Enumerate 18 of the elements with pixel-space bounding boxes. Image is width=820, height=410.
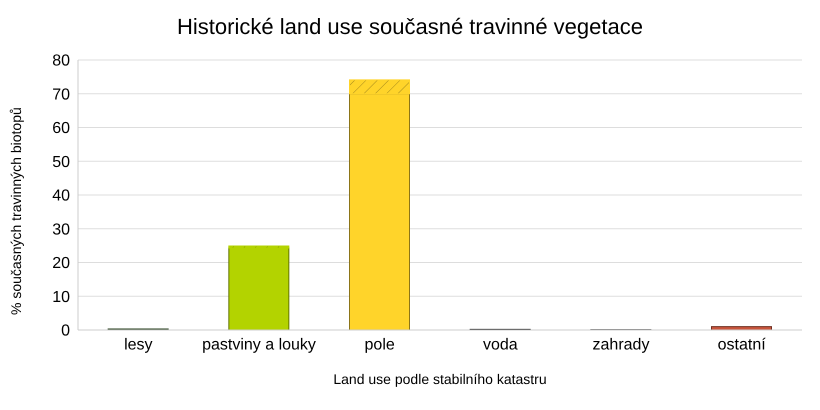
x-tick-label: ostatní	[718, 336, 766, 354]
x-tick-label: pastviny a louky	[202, 336, 316, 354]
y-tick-label: 20	[52, 255, 70, 272]
y-tick-label: 70	[52, 86, 70, 104]
y-tick-label: 10	[52, 288, 70, 306]
y-tick-label: 80	[52, 52, 70, 70]
y-tick-label: 30	[52, 221, 70, 238]
y-tick-label: 50	[52, 154, 70, 171]
chart-title: Historické land use současné travinné vegetace	[176, 14, 644, 40]
y-tick-label: 60	[52, 120, 70, 138]
x-tick-label: voda	[482, 336, 518, 354]
y-tick-label: 0	[61, 322, 70, 340]
x-axis-title: Land use podle stabilního katastru	[333, 371, 547, 387]
y-axis-title: % současných travinných biotopů	[8, 107, 24, 315]
y-tick-label: 40	[52, 188, 70, 205]
x-tick-label: pole	[364, 336, 395, 354]
x-tick-label: lesy	[124, 336, 153, 354]
x-tick-label: zahrady	[592, 336, 650, 354]
